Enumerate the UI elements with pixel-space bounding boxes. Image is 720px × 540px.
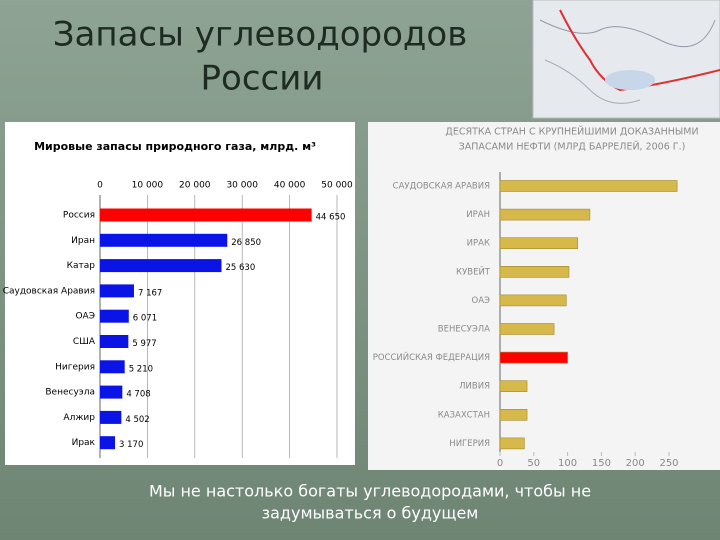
x-tick-label: 150 bbox=[592, 458, 611, 469]
bar bbox=[100, 233, 228, 247]
category-label: НИГЕРИЯ bbox=[449, 439, 490, 449]
category-label: Венесуэла bbox=[45, 388, 95, 398]
value-label: 5 977 bbox=[132, 339, 156, 349]
bar bbox=[499, 351, 568, 364]
x-tick-label: 20 000 bbox=[179, 181, 211, 191]
value-label: 4 708 bbox=[126, 390, 150, 400]
x-tick-label: 30 000 bbox=[226, 181, 258, 191]
bar bbox=[499, 265, 570, 278]
x-tick-label: 50 000 bbox=[321, 181, 353, 191]
x-tick-label: 40 000 bbox=[274, 181, 306, 191]
value-label: 7 167 bbox=[138, 288, 162, 298]
x-tick-label: 200 bbox=[626, 458, 645, 469]
slide-title: России bbox=[201, 59, 324, 99]
bar bbox=[499, 380, 528, 393]
x-tick-label: 0 bbox=[97, 181, 103, 191]
category-label: ОАЭ bbox=[472, 296, 491, 306]
value-label: 6 071 bbox=[133, 314, 157, 324]
x-tick-label: 50 bbox=[527, 458, 540, 469]
category-label: ИРАК bbox=[467, 239, 490, 249]
slide-title: Запасы углеводородов bbox=[53, 15, 468, 55]
bar bbox=[499, 294, 567, 307]
caption: задумываться о будущем bbox=[262, 504, 479, 523]
bar bbox=[100, 309, 129, 323]
category-label: Нигерия bbox=[55, 362, 95, 372]
caption: Мы не настолько богаты углеводородами, ч… bbox=[149, 482, 591, 501]
x-tick-label: 100 bbox=[558, 458, 577, 469]
x-tick-label: 250 bbox=[659, 458, 678, 469]
bar bbox=[499, 237, 579, 249]
category-label: Россия bbox=[63, 211, 95, 221]
map bbox=[532, 0, 720, 119]
bar bbox=[499, 408, 528, 421]
bar bbox=[100, 385, 123, 399]
category-label: Саудовская Аравия bbox=[3, 286, 95, 296]
oil-title: ДЕСЯТКА СТРАН С КРУПНЕЙШИМИ ДОКАЗАННЫМИ bbox=[445, 126, 698, 138]
bar bbox=[100, 259, 222, 273]
category-label: САУДОВСКАЯ АРАВИЯ bbox=[393, 182, 490, 192]
category-label: Ирак bbox=[72, 438, 96, 448]
value-label: 4 502 bbox=[125, 415, 149, 425]
category-label: США bbox=[73, 337, 96, 347]
bar bbox=[100, 208, 312, 222]
bar bbox=[100, 410, 122, 424]
bar bbox=[499, 437, 525, 450]
category-label: ИРАН bbox=[466, 210, 490, 220]
value-label: 25 630 bbox=[225, 263, 255, 273]
category-label: КУВЕЙТ bbox=[456, 265, 491, 277]
x-tick-label: 0 bbox=[497, 458, 503, 469]
x-tick-label: 10 000 bbox=[132, 181, 164, 191]
category-label: ЛИВИЯ bbox=[459, 382, 490, 392]
bar bbox=[100, 335, 129, 348]
bar bbox=[499, 208, 591, 221]
bar bbox=[100, 360, 125, 374]
gas-title: Мировые запасы природного газа, млрд. м³ bbox=[34, 140, 316, 153]
category-label: ОАЭ bbox=[75, 312, 95, 322]
value-label: 26 850 bbox=[231, 238, 261, 248]
value-label: 5 210 bbox=[129, 364, 153, 374]
bar bbox=[499, 180, 678, 192]
value-label: 44 650 bbox=[316, 213, 346, 223]
bar bbox=[100, 284, 134, 298]
category-label: КАЗАХСТАН bbox=[438, 410, 490, 420]
category-label: Алжир bbox=[63, 413, 95, 423]
value-label: 3 170 bbox=[119, 440, 143, 450]
category-label: Катар bbox=[67, 261, 96, 271]
category-label: ВЕНЕСУЭЛА bbox=[438, 325, 490, 335]
category-label: Иран bbox=[71, 236, 95, 246]
oil-title: ЗАПАСАМИ НЕФТИ (МЛРД БАРРЕЛЕЙ, 2006 Г.) bbox=[459, 141, 686, 153]
bar bbox=[499, 323, 555, 335]
category-label: РОССИЙСКАЯ ФЕДЕРАЦИЯ bbox=[373, 351, 490, 363]
gas-panel bbox=[5, 122, 355, 465]
bar bbox=[100, 436, 116, 450]
